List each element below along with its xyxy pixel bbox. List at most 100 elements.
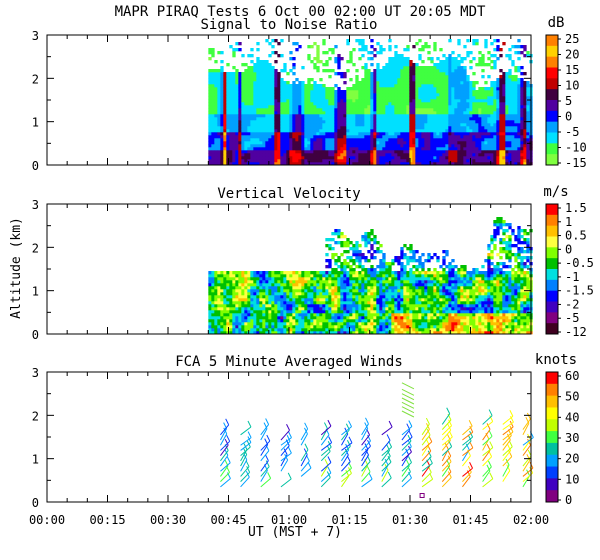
heatmap-cell xyxy=(220,289,224,293)
heatmap-cell xyxy=(280,105,284,109)
heatmap-cell xyxy=(211,325,215,329)
heatmap-cell xyxy=(358,280,362,284)
heatmap-cell xyxy=(484,96,488,100)
heatmap-cell xyxy=(238,316,242,320)
heatmap-cell xyxy=(268,159,272,163)
heatmap-cell xyxy=(226,313,230,317)
heatmap-cell xyxy=(481,114,485,118)
heatmap-cell xyxy=(427,114,431,118)
heatmap-cell xyxy=(325,123,329,127)
heatmap-cell xyxy=(373,123,377,127)
heatmap-cell xyxy=(280,307,284,311)
heatmap-cell xyxy=(406,156,410,160)
heatmap-cell xyxy=(523,54,527,58)
heatmap-cell xyxy=(301,301,305,305)
heatmap-cell xyxy=(331,298,335,302)
heatmap-cell xyxy=(469,102,473,106)
heatmap-cell xyxy=(316,144,320,148)
heatmap-cell xyxy=(520,117,524,121)
heatmap-cell xyxy=(448,126,452,130)
heatmap-cell xyxy=(415,150,419,154)
heatmap-cell xyxy=(388,153,392,157)
heatmap-cell xyxy=(412,63,416,67)
heatmap-cell xyxy=(421,123,425,127)
heatmap-cell xyxy=(349,277,353,281)
heatmap-cell xyxy=(310,144,314,148)
heatmap-cell xyxy=(259,84,263,88)
heatmap-cell xyxy=(250,307,254,311)
heatmap-cell xyxy=(391,60,395,64)
heatmap-cell xyxy=(208,114,212,118)
heatmap-cell xyxy=(295,126,299,130)
heatmap-cell xyxy=(310,114,314,118)
heatmap-cell xyxy=(286,292,290,296)
heatmap-cell xyxy=(376,271,380,275)
heatmap-cell xyxy=(253,132,257,136)
heatmap-cell xyxy=(280,280,284,284)
heatmap-cell xyxy=(424,99,428,103)
heatmap-cell xyxy=(265,99,269,103)
heatmap-cell xyxy=(220,162,224,166)
heatmap-cell xyxy=(340,328,344,332)
heatmap-cell xyxy=(328,120,332,124)
heatmap-cell xyxy=(361,277,365,281)
heatmap-cell xyxy=(373,319,377,323)
heatmap-cell xyxy=(505,162,509,166)
heatmap-cell xyxy=(262,66,266,70)
heatmap-cell xyxy=(406,117,410,121)
heatmap-cell xyxy=(352,129,356,133)
heatmap-cell xyxy=(286,141,290,145)
heatmap-cell xyxy=(415,90,419,94)
heatmap-cell xyxy=(259,90,263,94)
heatmap-cell xyxy=(508,69,512,73)
heatmap-cell xyxy=(286,138,290,142)
heatmap-cell xyxy=(262,156,266,160)
heatmap-cell xyxy=(265,289,269,293)
heatmap-cell xyxy=(211,150,215,154)
heatmap-cell xyxy=(358,99,362,103)
heatmap-cell xyxy=(451,147,455,151)
heatmap-cell xyxy=(364,120,368,124)
heatmap-cell xyxy=(367,235,371,239)
heatmap-cell xyxy=(223,162,227,166)
heatmap-cell xyxy=(376,96,380,100)
heatmap-cell xyxy=(271,313,275,317)
heatmap-cell xyxy=(370,322,374,326)
heatmap-cell xyxy=(505,129,509,133)
heatmap-cell xyxy=(361,325,365,329)
heatmap-cell xyxy=(376,295,380,299)
heatmap-cell xyxy=(235,322,239,326)
heatmap-cell xyxy=(295,328,299,332)
heatmap-cell xyxy=(451,108,455,112)
heatmap-cell xyxy=(457,126,461,130)
heatmap-cell xyxy=(259,96,263,100)
heatmap-cell xyxy=(466,132,470,136)
heatmap-cell xyxy=(217,108,221,112)
heatmap-cell xyxy=(385,87,389,91)
heatmap-cell xyxy=(256,60,260,64)
heatmap-cell xyxy=(361,81,365,85)
heatmap-cell xyxy=(487,153,491,157)
heatmap-cell xyxy=(253,156,257,160)
heatmap-cell xyxy=(271,123,275,127)
heatmap-cell xyxy=(472,129,476,133)
heatmap-cell xyxy=(232,99,236,103)
heatmap-cell xyxy=(403,129,407,133)
heatmap-cell xyxy=(271,283,275,287)
heatmap-cell xyxy=(334,90,338,94)
heatmap-cell xyxy=(361,147,365,151)
heatmap-cell xyxy=(421,108,425,112)
heatmap-cell xyxy=(358,253,362,257)
heatmap-cell xyxy=(277,96,281,100)
heatmap-cell xyxy=(217,307,221,311)
heatmap-cell xyxy=(235,105,239,109)
heatmap-cell xyxy=(466,153,470,157)
heatmap-cell xyxy=(274,132,278,136)
heatmap-cell xyxy=(229,96,233,100)
heatmap-cell xyxy=(250,111,254,115)
heatmap-cell xyxy=(430,156,434,160)
heatmap-cell xyxy=(520,111,524,115)
heatmap-cell xyxy=(226,135,230,139)
heatmap-cell xyxy=(454,117,458,121)
heatmap-cell xyxy=(256,304,260,308)
